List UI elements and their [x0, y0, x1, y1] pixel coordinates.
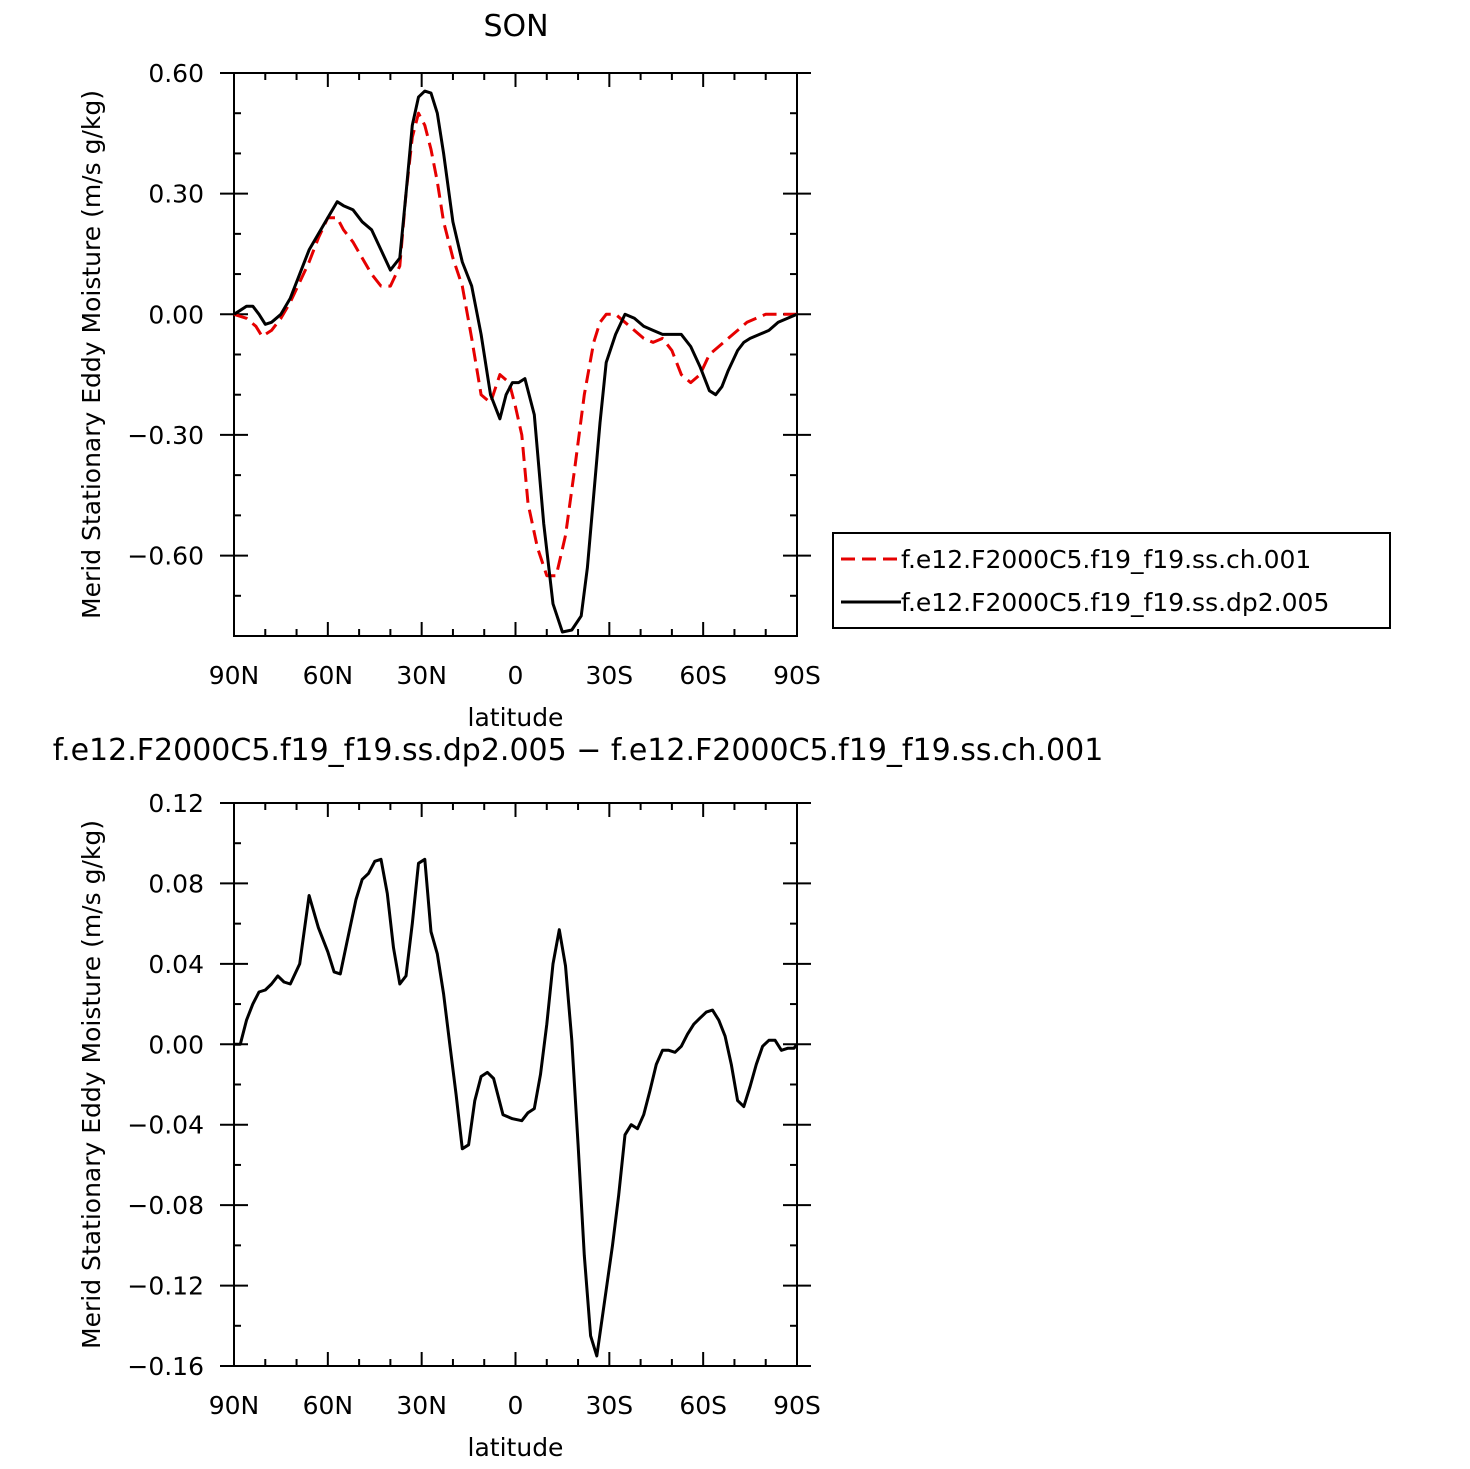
y-tick-label: −0.12: [127, 1272, 204, 1301]
y-tick-label: −0.60: [127, 542, 204, 571]
x-tick-label: 90S: [773, 661, 821, 690]
x-tick-label: 60S: [679, 1391, 727, 1420]
series-line-0: [234, 857, 799, 1358]
x-tick-label: 0: [508, 661, 524, 690]
x-tick-label: 60N: [303, 1391, 354, 1420]
panel-bottom: 90N 60N 30N 0 30S 60S 90S 0.12 0.08 0.04 0.00 −0.04…: [53, 733, 1104, 1462]
y-tick-label: 0.60: [148, 59, 204, 88]
x-tick-label: 60N: [303, 661, 354, 690]
y-tick-label: −0.04: [127, 1111, 204, 1140]
plot-frame: [233, 802, 798, 1367]
plot-frame: [233, 72, 798, 637]
legend-box: [832, 532, 1391, 629]
y-tick-label: 0.30: [148, 180, 204, 209]
x-tick-label: 90S: [773, 1391, 821, 1420]
x-tick-label: 0: [508, 1391, 524, 1420]
legend-label-0: f.e12.F2000C5.f19_f19.ss.ch.001: [901, 545, 1311, 574]
chart-title: f.e12.F2000C5.f19_f19.ss.dp2.005 − f.e12…: [53, 733, 1104, 768]
y-tick-label: −0.30: [127, 421, 204, 450]
x-tick-label: 30S: [585, 661, 633, 690]
y-tick-label: −0.08: [127, 1191, 204, 1220]
y-tick-label: 0.12: [148, 789, 204, 818]
y-tick-label: 0.08: [148, 869, 204, 898]
x-tick-label: 90N: [209, 661, 260, 690]
x-tick-label: 30N: [396, 661, 447, 690]
x-axis-label: latitude: [468, 703, 564, 732]
y-axis-label: Merid Stationary Eddy Moisture (m/s g/kg…: [77, 90, 106, 619]
series-line-1: [233, 89, 798, 634]
x-tick-label: 30N: [396, 1391, 447, 1420]
legend-label-1: f.e12.F2000C5.f19_f19.ss.dp2.005: [901, 588, 1329, 617]
panel-top: 90N 60N 30N 0 30S 60S 90S 0.60 0.30 0.00 −0.30 −0.6…: [77, 9, 1391, 732]
x-tick-label: 30S: [585, 1391, 633, 1420]
y-tick-label: 0.00: [148, 300, 204, 329]
x-tick-label: 90N: [209, 1391, 260, 1420]
x-axis-label: latitude: [468, 1433, 564, 1462]
y-tick-label: 0.00: [148, 1030, 204, 1059]
y-axis-label: Merid Stationary Eddy Moisture (m/s g/kg…: [77, 820, 106, 1349]
chart-title: SON: [483, 9, 548, 44]
y-tick-label: −0.16: [127, 1352, 204, 1381]
series-line-0: [233, 111, 797, 578]
y-tick-label: 0.04: [148, 950, 204, 979]
x-tick-label: 60S: [679, 661, 727, 690]
